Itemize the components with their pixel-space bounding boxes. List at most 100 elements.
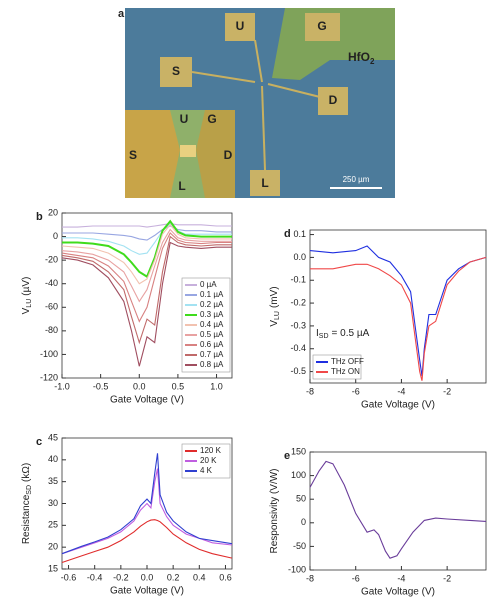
y-tick-label: 15 bbox=[48, 563, 58, 573]
x-tick-label: 1.0 bbox=[210, 381, 223, 391]
x-axis-label: Gate Voltage (V) bbox=[361, 587, 435, 598]
chart: e -8 -6 -4 -2 -100 -50 0 50 100 150 Gate Voltage (V… bbox=[269, 446, 487, 598]
panel-label: e bbox=[284, 450, 290, 462]
series-line bbox=[61, 232, 232, 323]
series-line bbox=[309, 460, 487, 559]
x-tick-label: -6 bbox=[352, 386, 360, 396]
x-tick-label: -2 bbox=[443, 386, 451, 396]
y-axis-label: VLU (µV) bbox=[21, 277, 33, 315]
x-tick-label: -0.4 bbox=[87, 572, 103, 582]
y-tick-label: -0.1 bbox=[290, 275, 306, 285]
legend-label: THz ON bbox=[331, 367, 360, 376]
legend-label: 0.4 µA bbox=[200, 320, 224, 329]
plot-frame bbox=[309, 451, 487, 571]
y-label-unit: (µV) bbox=[21, 277, 32, 296]
legend-label: 0.7 µA bbox=[200, 350, 224, 359]
x-axis-label: Gate Voltage (V) bbox=[110, 586, 184, 597]
annotation: ISD = 0.5 µA bbox=[316, 328, 370, 340]
y-tick-label: -100 bbox=[288, 564, 306, 574]
y-tick-label: 0 bbox=[301, 517, 306, 527]
legend-label: 0.5 µA bbox=[200, 330, 224, 339]
pad-label: G bbox=[317, 19, 326, 33]
x-tick-label: -8 bbox=[306, 573, 314, 583]
pad-label: U bbox=[236, 19, 245, 33]
chart: d -8 -6 -4 -2 0.1 0.0 -0.1 -0.2 -0.3 -0.4 -0.5 Gate … bbox=[269, 228, 487, 411]
annotation-text: I bbox=[316, 328, 319, 339]
inset-label: L bbox=[178, 179, 185, 193]
annotation-rest: = 0.5 µA bbox=[332, 328, 370, 339]
y-tick-label: -0.2 bbox=[290, 297, 306, 307]
series-line bbox=[62, 219, 232, 279]
pad bbox=[305, 13, 340, 41]
x-axis-label: Gate Voltage (V) bbox=[361, 400, 435, 411]
x-tick-label: -2 bbox=[443, 573, 451, 583]
y-tick-label: 25 bbox=[48, 520, 58, 530]
x-tick-label: -0.2 bbox=[113, 572, 129, 582]
y-tick-label: 20 bbox=[48, 542, 58, 552]
x-tick-label: 0.0 bbox=[141, 572, 154, 582]
y-tick-label: -100 bbox=[40, 349, 58, 359]
scale-label: 250 µm bbox=[343, 175, 370, 184]
x-tick-label: -4 bbox=[397, 573, 405, 583]
x-tick-label: -8 bbox=[306, 386, 314, 396]
x-tick-label: -6 bbox=[352, 573, 360, 583]
legend-label: 0.8 µA bbox=[200, 360, 224, 369]
y-tick-label: 20 bbox=[48, 207, 58, 217]
y-tick-label: 100 bbox=[291, 470, 306, 480]
pad bbox=[250, 170, 280, 196]
legend-label: 0.1 µA bbox=[200, 290, 224, 299]
oxide-region bbox=[272, 8, 395, 80]
y-tick-label: -0.5 bbox=[290, 366, 306, 376]
inset-channel bbox=[180, 145, 196, 157]
y-tick-label: 30 bbox=[48, 498, 58, 508]
legend-label: 0.3 µA bbox=[200, 310, 224, 319]
lead bbox=[267, 83, 321, 98]
y-label-text: V bbox=[21, 307, 32, 314]
x-tick-label: -0.6 bbox=[61, 572, 77, 582]
y-tick-label: -0.4 bbox=[290, 343, 306, 353]
legend-label: 4 K bbox=[200, 466, 213, 475]
y-label-sub: LU bbox=[26, 299, 33, 308]
y-tick-label: 45 bbox=[48, 432, 58, 442]
oxide-label: HfO2 bbox=[348, 50, 375, 66]
x-tick-label: 0.0 bbox=[133, 381, 146, 391]
chart: b -1.0 -0.5 0.0 0.5 1.0 20 0 -20 -40 -60 -80 -100 -12… bbox=[21, 207, 233, 406]
oxide-text: HfO bbox=[348, 50, 370, 64]
legend-label: 0 µA bbox=[200, 280, 217, 289]
x-tick-label: 0.4 bbox=[193, 572, 206, 582]
y-label-sub: LU bbox=[274, 311, 281, 320]
inset-label: G bbox=[207, 112, 216, 126]
x-axis-label: Gate Voltage (V) bbox=[110, 395, 184, 406]
y-tick-label: -20 bbox=[45, 255, 58, 265]
x-tick-label: -0.5 bbox=[93, 381, 109, 391]
x-tick-label: 0.2 bbox=[167, 572, 180, 582]
y-label-unit: (kΩ) bbox=[21, 463, 32, 482]
pad-label: L bbox=[261, 176, 268, 190]
y-label-sub: SD bbox=[26, 485, 33, 495]
legend-label: THz OFF bbox=[331, 357, 364, 366]
y-tick-label: 50 bbox=[296, 494, 306, 504]
inset-electrode bbox=[125, 110, 180, 198]
y-tick-label: 35 bbox=[48, 476, 58, 486]
pad-label: S bbox=[172, 64, 180, 78]
pad bbox=[160, 57, 192, 87]
series-line bbox=[61, 468, 233, 555]
series-line bbox=[61, 241, 232, 367]
series-line bbox=[62, 223, 232, 228]
y-tick-label: 40 bbox=[48, 454, 58, 464]
inset-label: U bbox=[180, 112, 189, 126]
series-line bbox=[62, 222, 232, 255]
panel-label: c bbox=[36, 436, 42, 448]
series-line bbox=[62, 225, 232, 241]
pad bbox=[225, 13, 255, 41]
y-tick-label: -40 bbox=[45, 278, 58, 288]
y-tick-label: -50 bbox=[293, 541, 306, 551]
x-tick-label: 0.6 bbox=[219, 572, 232, 582]
legend-label: 0.6 µA bbox=[200, 340, 224, 349]
y-label-text: Responsivity (V/W) bbox=[269, 468, 280, 553]
y-axis-label: VLU (mV) bbox=[269, 286, 281, 326]
legend-label: 0.2 µA bbox=[200, 300, 224, 309]
series-line bbox=[310, 256, 487, 381]
legend-box bbox=[312, 354, 362, 380]
y-tick-label: -0.3 bbox=[290, 320, 306, 330]
